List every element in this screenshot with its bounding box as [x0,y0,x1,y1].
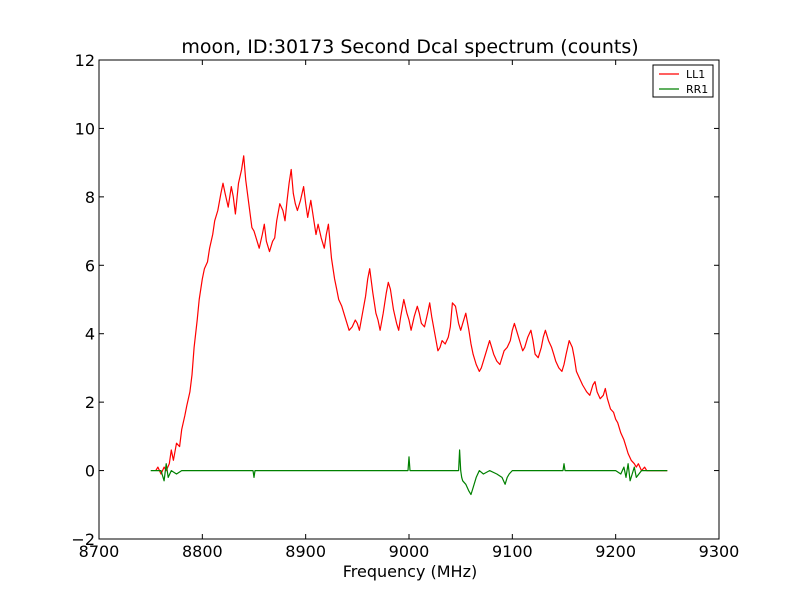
y-tick-label: 0 [85,462,95,481]
x-axis-label: Frequency (MHz) [343,562,477,581]
x-tick-label: 9000 [389,542,430,561]
y-axis: −2 0 2 4 6 8 10 12 [71,51,719,549]
x-axis: 8700 8800 8900 9000 9100 9200 9300 [79,60,740,561]
y-tick-label: −2 [71,530,95,549]
plot-area [150,155,668,496]
legend-label-rr1: RR1 [686,83,708,96]
x-tick-label: 8800 [182,542,223,561]
y-tick-label: 6 [85,256,95,275]
series-line-ll1 [155,155,668,475]
y-tick-label: 8 [85,188,95,207]
y-tick-label: 2 [85,393,95,412]
x-tick-label: 9200 [595,542,636,561]
x-tick-label: 9300 [699,542,740,561]
plot-frame [98,59,720,540]
x-tick-label: 8900 [285,542,326,561]
legend-box [652,64,714,98]
x-tick-label: 9100 [492,542,533,561]
y-tick-label: 10 [75,119,95,138]
y-tick-label: 4 [85,325,95,344]
series-line-rr1 [150,449,668,496]
x-tick-label: 8700 [79,542,120,561]
y-tick-label: 12 [75,51,95,70]
legend-label-ll1: LL1 [686,68,705,81]
chart-title: moon, ID:30173 Second Dcal spectrum (cou… [181,36,638,58]
